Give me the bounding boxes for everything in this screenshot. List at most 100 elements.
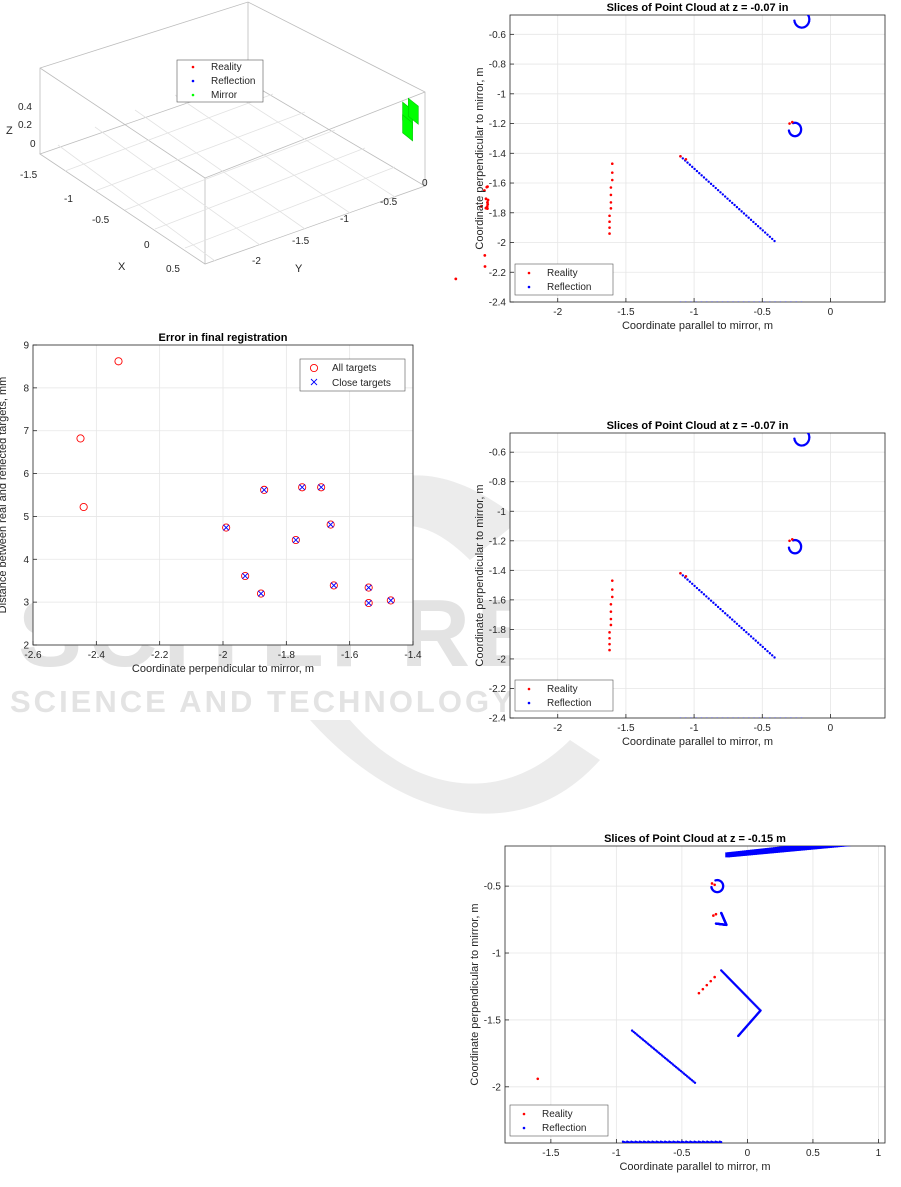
y-axis-label: Distance between real and reflected targ… [0, 377, 9, 614]
reflection-point [635, 1033, 639, 1036]
reality-point [608, 214, 611, 218]
data-point-all-targets [329, 581, 338, 590]
reflection-point [667, 1059, 670, 1062]
reflection-point [769, 717, 771, 718]
y-tick-label: -1.5 [484, 1015, 502, 1026]
reflection-point [695, 586, 699, 590]
data-point-close-targets [299, 484, 306, 491]
reflection-point [793, 437, 796, 440]
reflection-point [740, 626, 743, 630]
x-tick-label: -2.6 [24, 650, 42, 661]
x-tick-label: -1 [690, 307, 699, 318]
data-point-all-targets [298, 483, 307, 492]
reflection-point [732, 717, 734, 718]
reflection-point [761, 645, 764, 649]
plot-3d-legend: Reality Reflection Mirror [176, 59, 264, 103]
reflection-point [695, 717, 698, 718]
reflection-point [767, 302, 769, 304]
reality-point [788, 539, 791, 543]
plot-3d-mirrors [402, 97, 419, 142]
reflection-point [747, 216, 750, 219]
x-tick-label: -0.5 [754, 723, 772, 734]
legend-box [509, 1104, 609, 1137]
x-axis-label: Coordinate parallel to mirror, m [619, 1161, 770, 1173]
legend-label-reality: Reality [542, 1109, 573, 1120]
reflection-point [784, 717, 787, 718]
reflection-point [704, 302, 706, 304]
reality-point [609, 610, 613, 613]
reflection-point [711, 717, 713, 718]
reality-point [790, 538, 794, 541]
reflection-point [748, 301, 750, 302]
reflection-point [802, 10, 804, 12]
reflection-point [726, 614, 729, 617]
reflection-point [684, 1073, 687, 1077]
reflection-point [749, 218, 753, 222]
x-tick-label: 1 [876, 1148, 882, 1159]
reflection-point [770, 654, 774, 657]
reflection-point [801, 10, 803, 12]
reflection-point [693, 302, 695, 304]
reality-point [610, 162, 614, 166]
y-tick-label: -2 [497, 238, 506, 249]
y-tick-label: -2 [492, 1082, 501, 1093]
reflection-point [688, 580, 692, 583]
y-tick-label: -2.4 [489, 714, 507, 725]
reality-point [609, 201, 613, 204]
y-tick-label: -0.8 [489, 60, 507, 71]
reflection-point [733, 203, 736, 207]
x-tick-label: -1 [612, 1148, 621, 1159]
legend-label-reality: Reality [547, 684, 578, 695]
reality-point [483, 253, 487, 257]
reflection-band-segment [845, 846, 851, 847]
reflection-point [793, 302, 795, 304]
reflection-point [737, 301, 740, 302]
legend-label-close-targets: Close targets [332, 378, 391, 389]
reflection-point [762, 302, 764, 304]
reflection-point [720, 1140, 723, 1143]
reflection-point [645, 1041, 648, 1044]
reality-point [712, 914, 715, 917]
y-axis-label: Y [295, 263, 303, 275]
plot-area [510, 433, 885, 718]
data-point-all-targets [326, 520, 335, 529]
data-point-close-targets [261, 486, 268, 493]
legend-marker-reality [527, 687, 531, 691]
y-tick-label: 0 [422, 178, 428, 189]
legend-marker-reality [191, 65, 195, 69]
reality-point [796, 430, 799, 433]
reflection-point [735, 205, 739, 209]
reflection-point [709, 182, 713, 186]
reflection-point [766, 649, 769, 653]
reality-point [713, 883, 716, 887]
reflection-point [774, 301, 776, 302]
reflection-point [756, 302, 758, 304]
reflection-point [742, 628, 746, 632]
reflection-point [660, 1054, 664, 1057]
reflection-point [753, 301, 755, 302]
reflection-point [683, 302, 685, 304]
data-point-close-targets [330, 582, 337, 589]
data-point-close-targets [318, 484, 325, 491]
reflection-point [719, 191, 722, 194]
reflection-point [640, 1037, 643, 1040]
reality-point [790, 120, 794, 124]
reality-point [714, 912, 718, 916]
reflection-point [751, 302, 753, 304]
reflection-point [714, 186, 717, 190]
reflection-point [638, 1035, 642, 1039]
chart-title: Slices of Point Cloud at z = -0.07 in [607, 2, 789, 14]
reflection-point [788, 302, 790, 304]
y-axis-label: Coordinate perpendicular to mirror, m [474, 67, 486, 249]
chart-title: Error in final registration [159, 332, 288, 344]
reflection-point [733, 620, 736, 623]
x-tick-label: -2.4 [88, 650, 106, 661]
x-tick-label: -0.5 [673, 1148, 691, 1159]
x-tick-label: -1.8 [278, 650, 296, 661]
reflection-point [779, 717, 782, 718]
reflection-point [687, 1076, 690, 1079]
reality-point [609, 193, 613, 197]
reflection-point [793, 718, 795, 720]
reflection-point [684, 717, 687, 718]
